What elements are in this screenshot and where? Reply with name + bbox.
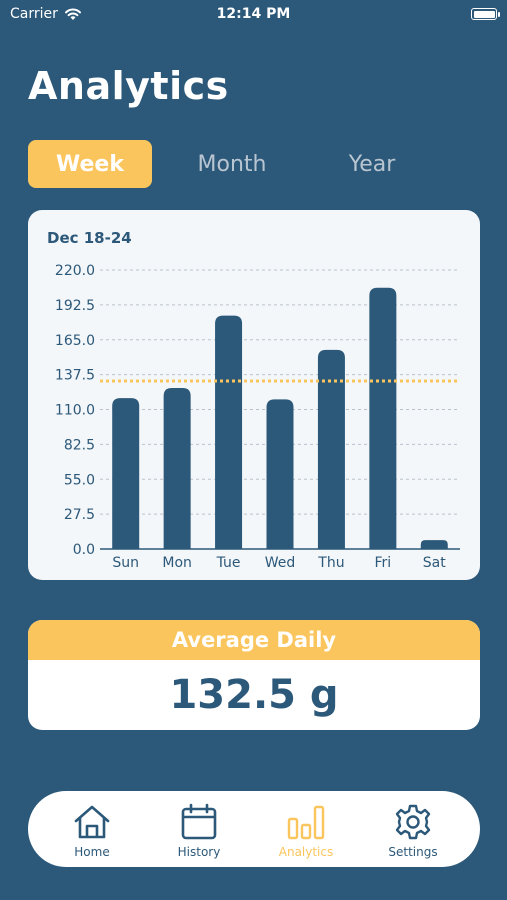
chart-y-tick-label: 165.0: [55, 333, 95, 349]
chart-y-tick-label: 82.5: [64, 437, 95, 453]
chart-y-tick-label: 192.5: [55, 298, 95, 314]
status-bar: Carrier 12:14 PM: [0, 0, 507, 30]
chart-y-tick-label: 110.0: [55, 403, 95, 419]
nav-history[interactable]: History: [154, 803, 244, 859]
wifi-icon: [64, 8, 81, 20]
chart-x-tick-label: Fri: [375, 555, 392, 571]
chart-bar-wed: [266, 399, 294, 549]
chart-y-tick-label: 137.5: [55, 368, 95, 384]
status-time: 12:14 PM: [216, 6, 291, 22]
average-daily-label: Average Daily: [28, 620, 480, 660]
calendar-icon: [181, 803, 217, 840]
chart-y-tick-label: 27.5: [64, 507, 95, 523]
chart-card: Dec 18-24 0.0 27.5 55.0 82.5 110.0 137.5 165.0…: [28, 210, 480, 580]
chart-x-tick-label: Wed: [265, 555, 296, 571]
chart-y-tick-label: 55.0: [64, 472, 95, 488]
chart-bar-sat: [420, 540, 448, 549]
average-daily-card: Average Daily 132.5 g: [28, 620, 480, 730]
chart-y-tick-label: 0.0: [73, 542, 95, 558]
bar-chart-icon: [287, 805, 325, 840]
chart-x-tick-label: Sun: [112, 555, 139, 571]
chart-bar-tue: [215, 315, 243, 549]
chart-bar-thu: [317, 349, 345, 549]
chart-x-tick-label: Sat: [423, 555, 446, 571]
chart-y-tick-label: 220.0: [55, 263, 95, 279]
carrier-label: Carrier: [10, 6, 58, 22]
chart-x-tick-label: Tue: [216, 555, 241, 571]
chart-x-tick-label: Mon: [162, 555, 192, 571]
chart-x-tick-label: Thu: [317, 555, 344, 571]
nav-home[interactable]: Home: [47, 803, 137, 859]
average-daily-value: 132.5 g: [169, 672, 339, 718]
nav-settings[interactable]: Settings: [368, 803, 458, 859]
nav-analytics-label: Analytics: [278, 845, 334, 859]
chart-bar-fri: [369, 287, 397, 549]
tab-week[interactable]: Week: [28, 140, 152, 188]
chart-bar-mon: [163, 387, 191, 549]
gear-icon: [395, 804, 431, 840]
tab-month[interactable]: Month: [197, 151, 267, 177]
bottom-tab-bar: Home History Analytics Settings: [28, 791, 480, 867]
nav-analytics[interactable]: Analytics: [261, 803, 351, 859]
page-title: Analytics: [28, 64, 229, 108]
tab-year[interactable]: Year: [348, 151, 396, 177]
battery-icon: [471, 8, 500, 20]
chart-bar-sun: [112, 398, 140, 549]
chart-date-range: Dec 18-24: [47, 229, 132, 247]
carrier-indicator: Carrier: [10, 6, 82, 22]
period-tabs: Week Month Year: [28, 140, 468, 190]
nav-history-label: History: [177, 845, 221, 859]
nav-settings-label: Settings: [388, 845, 438, 859]
home-icon: [74, 805, 110, 839]
weekly-bar-chart: 0.0 27.5 55.0 82.5 110.0 137.5 165.0 192.5 220.0…: [55, 263, 460, 571]
nav-home-label: Home: [74, 845, 110, 859]
